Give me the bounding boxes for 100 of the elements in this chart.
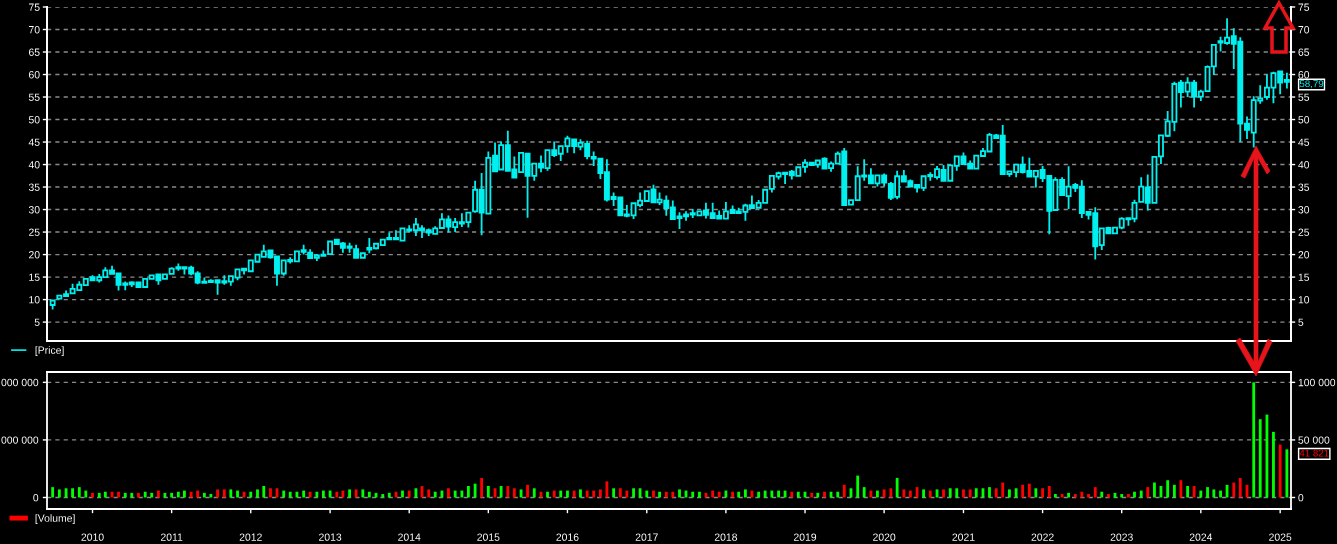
- y-tick-label: 20: [1298, 251, 1310, 259]
- bar: [968, 489, 972, 498]
- bar: [262, 485, 266, 498]
- bar: [928, 490, 932, 498]
- bar: [315, 491, 319, 498]
- y-tick-label: 15: [1298, 273, 1310, 281]
- bar: [546, 491, 549, 498]
- annotation: 58,79: [1299, 80, 1324, 89]
- bar: [532, 488, 536, 498]
- y-tick-label: 45: [1298, 138, 1310, 146]
- bar: [632, 488, 635, 498]
- bar: [387, 492, 391, 498]
- bar: [1127, 494, 1130, 498]
- bar: [447, 488, 450, 498]
- bar: [302, 490, 306, 498]
- y-tick-label: 75: [1298, 3, 1310, 11]
- bar: [1060, 494, 1064, 498]
- bar: [460, 490, 464, 498]
- bar: [856, 475, 860, 498]
- bar: [51, 487, 55, 498]
- bar: [117, 491, 120, 498]
- bar: [711, 490, 715, 498]
- bar: [473, 483, 477, 498]
- bar: [579, 489, 582, 498]
- bar: [724, 490, 728, 498]
- bar: [1021, 484, 1025, 498]
- bar: [282, 490, 286, 498]
- bar: [367, 491, 371, 498]
- bar: [955, 488, 959, 498]
- bar: [717, 491, 721, 498]
- bar: [922, 489, 925, 498]
- bar: [269, 488, 272, 498]
- bar: [823, 491, 826, 498]
- x-tick-label: 2017: [635, 533, 658, 541]
- bar: [143, 491, 147, 498]
- bar: [427, 489, 431, 498]
- bar: [988, 487, 991, 498]
- bar: [810, 492, 814, 498]
- bar: [256, 489, 259, 498]
- bar: [994, 488, 998, 498]
- bar: [842, 484, 846, 498]
- x-tick-label: 2012: [239, 533, 262, 541]
- y-tick-label: 10: [1298, 296, 1310, 304]
- y-tick-label: 50 000: [1298, 436, 1330, 444]
- annotation: 41 821: [1299, 449, 1329, 457]
- y2-tick-label: 25: [28, 228, 40, 236]
- bar: [836, 491, 840, 498]
- bar: [882, 489, 886, 498]
- bar: [962, 489, 965, 498]
- bar: [1219, 490, 1222, 498]
- bar: [862, 487, 866, 498]
- bar: [1067, 492, 1071, 498]
- bar: [1166, 480, 1170, 498]
- bar: [512, 488, 516, 498]
- y2-tick-label: 15: [29, 273, 40, 281]
- bar: [598, 489, 602, 498]
- bar: [1133, 491, 1136, 498]
- bar: [381, 494, 385, 498]
- bar: [1285, 449, 1289, 498]
- x-tick-label: 2020: [873, 533, 896, 541]
- y-tick-label: 35: [1298, 183, 1310, 191]
- bar: [1093, 487, 1097, 498]
- bar: [57, 489, 61, 498]
- x-tick-label: 2015: [477, 533, 500, 541]
- bar: [341, 490, 345, 498]
- bar: [1008, 489, 1011, 498]
- y2-tick-label: 45: [28, 138, 40, 146]
- bar: [433, 491, 437, 498]
- bar: [506, 485, 510, 498]
- y-tick-label: 100 000: [1298, 378, 1336, 387]
- x-tick-label: 2010: [81, 533, 104, 541]
- legend-label: [Volume]: [35, 514, 75, 524]
- bar: [91, 492, 94, 498]
- bar: [698, 491, 701, 498]
- bar: [335, 491, 339, 498]
- bar: [103, 491, 107, 498]
- bar: [176, 491, 180, 498]
- bar: [77, 487, 81, 498]
- bar: [796, 491, 800, 498]
- bar: [526, 484, 529, 498]
- bar: [123, 492, 127, 498]
- bar: [130, 492, 134, 498]
- bar: [348, 489, 352, 498]
- x-tick-label: 2025: [1269, 533, 1292, 541]
- x-tick-label: 2014: [398, 533, 421, 541]
- bar: [401, 490, 404, 498]
- bar: [658, 491, 661, 498]
- y2-tick-label: 5: [34, 318, 40, 326]
- bar: [908, 490, 912, 498]
- bar: [308, 491, 312, 498]
- y-tick-label: 65: [1298, 48, 1310, 56]
- y2-tick-label: 50: [28, 116, 40, 124]
- bar: [466, 485, 470, 498]
- bar: [770, 490, 774, 498]
- x-tick-label: 2022: [1031, 533, 1054, 541]
- y-tick-label: 25: [1298, 228, 1310, 236]
- bar: [737, 491, 741, 498]
- bar: [625, 490, 629, 498]
- bar: [189, 491, 193, 498]
- bar: [236, 490, 239, 498]
